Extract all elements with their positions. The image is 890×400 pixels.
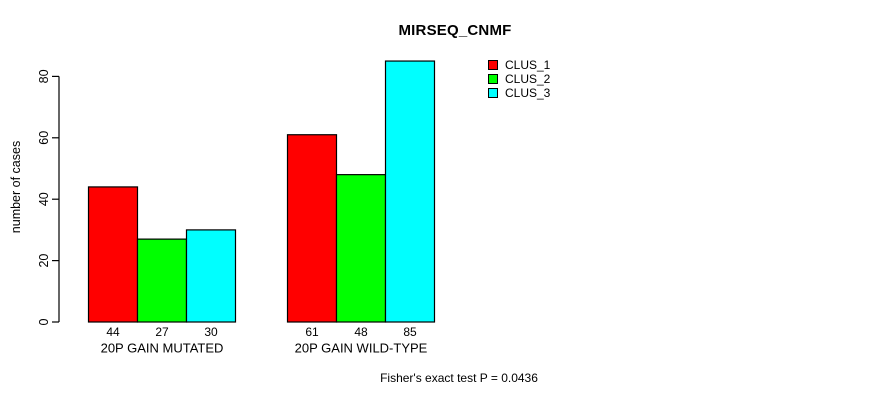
annotation-text: Fisher's exact test P = 0.0436 bbox=[380, 371, 538, 385]
legend-item: CLUS_1 bbox=[488, 58, 550, 72]
bar-clus_1-group2 bbox=[286, 134, 338, 323]
bar-clus_3-group1 bbox=[185, 229, 237, 323]
legend-swatch-clus_1 bbox=[488, 60, 498, 70]
bar-value-label: 48 bbox=[354, 325, 368, 339]
bar-value-label: 27 bbox=[155, 325, 169, 339]
bar-clus_3-group2 bbox=[384, 60, 436, 323]
legend-swatch-clus_3 bbox=[488, 88, 498, 98]
y-tick-label: 0 bbox=[37, 318, 51, 325]
y-tick-label: 60 bbox=[37, 131, 51, 145]
chart-title: MIRSEQ_CNMF bbox=[398, 22, 512, 39]
y-tick-label: 80 bbox=[37, 69, 51, 83]
bar-value-label: 44 bbox=[106, 325, 120, 339]
legend-label: CLUS_3 bbox=[505, 86, 551, 100]
legend-item: CLUS_3 bbox=[488, 86, 550, 100]
bar-value-label: 61 bbox=[305, 325, 319, 339]
legend: CLUS_1 CLUS_2 CLUS_3 bbox=[488, 58, 550, 100]
legend-swatch-clus_2 bbox=[488, 74, 498, 84]
bar-value-label: 85 bbox=[403, 325, 417, 339]
legend-label: CLUS_1 bbox=[505, 58, 551, 72]
y-axis-label: number of cases bbox=[9, 140, 23, 234]
bar-clus_2-group1 bbox=[136, 238, 188, 323]
y-tick-label: 40 bbox=[37, 192, 51, 206]
y-tick-label: 20 bbox=[37, 254, 51, 268]
bar-clus_2-group2 bbox=[335, 174, 387, 323]
category-label: 20P GAIN MUTATED bbox=[101, 341, 224, 356]
bar-value-label: 30 bbox=[204, 325, 218, 339]
category-label: 20P GAIN WILD-TYPE bbox=[295, 341, 428, 356]
legend-item: CLUS_2 bbox=[488, 72, 550, 86]
legend-label: CLUS_2 bbox=[505, 72, 551, 86]
bar-clus_1-group1 bbox=[87, 186, 139, 323]
